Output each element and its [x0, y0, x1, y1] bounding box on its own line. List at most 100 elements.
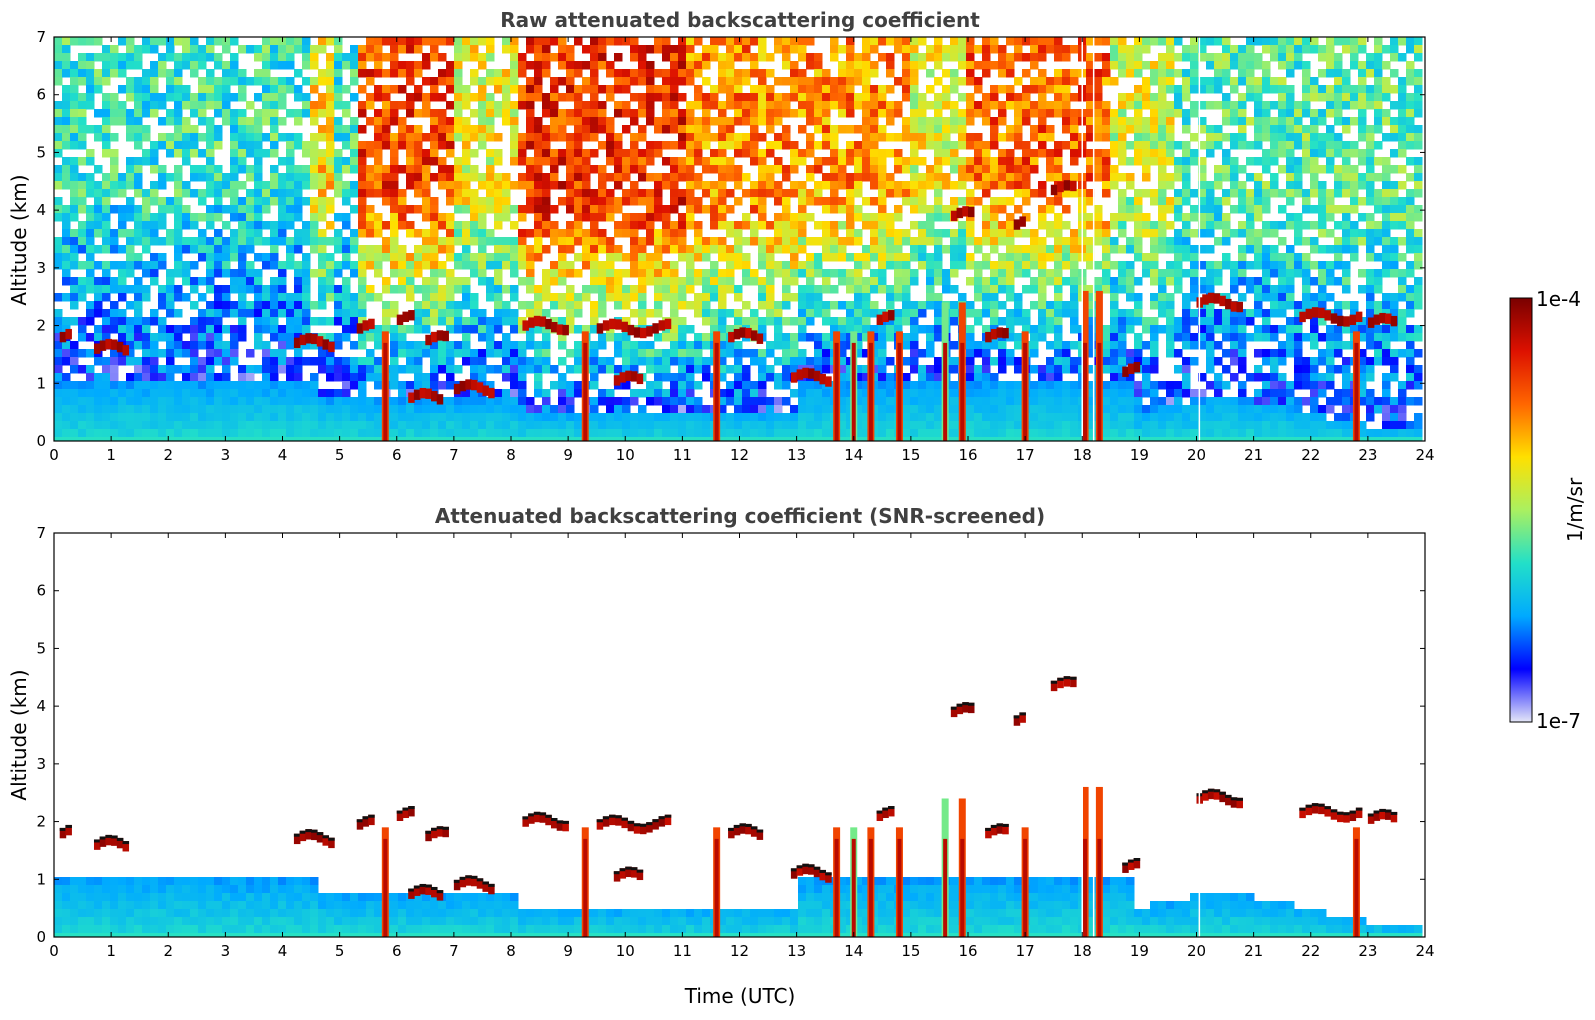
heatmap-cell — [774, 397, 783, 406]
heatmap-cell — [262, 85, 271, 94]
heatmap-cell — [318, 189, 327, 198]
heatmap-cell — [382, 285, 391, 294]
heatmap-cell — [422, 429, 431, 438]
heatmap-cell — [918, 53, 927, 62]
heatmap-cell — [694, 421, 703, 430]
heatmap-cell — [150, 189, 159, 198]
heatmap-cell — [1038, 309, 1047, 318]
heatmap-cell — [998, 269, 1007, 278]
heatmap-cell — [1046, 85, 1055, 94]
heatmap-cell — [710, 325, 719, 334]
heatmap-cell — [974, 365, 983, 374]
heatmap-cell — [62, 93, 71, 102]
heatmap-cell — [126, 373, 135, 382]
heatmap-cell — [630, 245, 639, 254]
heatmap-cell — [934, 173, 943, 182]
heatmap-cell — [614, 85, 623, 94]
heatmap-cell — [478, 205, 487, 214]
heatmap-cell — [542, 421, 551, 430]
heatmap-cell — [590, 133, 599, 142]
heatmap-cell — [446, 181, 455, 190]
heatmap-cell — [622, 173, 631, 182]
heatmap-cell — [862, 221, 871, 230]
heatmap-cell — [414, 325, 423, 334]
heatmap-cell — [310, 237, 319, 246]
heatmap-cell — [270, 397, 279, 406]
heatmap-cell — [766, 125, 775, 134]
heatmap-cell — [454, 181, 463, 190]
heatmap-cell — [86, 253, 95, 262]
heatmap-cell — [470, 37, 479, 46]
heatmap-cell — [590, 109, 599, 118]
heatmap-cell — [630, 37, 639, 46]
heatmap-cell — [750, 309, 759, 318]
heatmap-cell — [902, 261, 911, 270]
heatmap-cell — [854, 405, 863, 414]
heatmap-cell — [558, 429, 567, 438]
heatmap-cell — [862, 277, 871, 286]
heatmap-cell — [614, 181, 623, 190]
heatmap-cell — [646, 61, 655, 70]
heatmap-cell — [510, 349, 519, 358]
heatmap-cell — [838, 149, 847, 158]
heatmap-cell — [910, 245, 919, 254]
heatmap-cell — [686, 205, 695, 214]
heatmap-cell — [366, 261, 375, 270]
heatmap-cell — [966, 157, 975, 166]
heatmap-cell — [206, 157, 215, 166]
heatmap-cell — [390, 181, 399, 190]
heatmap-cell — [670, 117, 679, 126]
heatmap-cell — [686, 413, 695, 422]
heatmap-cell — [430, 365, 439, 374]
heatmap-cell — [358, 317, 367, 326]
heatmap-cell — [382, 181, 391, 190]
heatmap-cell — [910, 437, 919, 441]
heatmap-cell — [654, 261, 663, 270]
heatmap-cell — [310, 317, 319, 326]
heatmap-cell — [1022, 229, 1031, 238]
heatmap-cell — [406, 133, 415, 142]
heatmap-cell — [790, 341, 799, 350]
heatmap-cell — [102, 357, 111, 366]
heatmap-cell — [966, 309, 975, 318]
heatmap-cell — [374, 173, 383, 182]
heatmap-cell — [734, 285, 743, 294]
heatmap-cell — [678, 45, 687, 54]
heatmap-cell — [214, 101, 223, 110]
heatmap-cell — [678, 69, 687, 78]
heatmap-cell — [590, 365, 599, 374]
heatmap-cell — [534, 85, 543, 94]
heatmap-cell — [238, 229, 247, 238]
heatmap-cell — [862, 333, 871, 342]
heatmap-cell — [350, 61, 359, 70]
heatmap-cell — [590, 229, 599, 238]
heatmap-cell — [742, 301, 751, 310]
heatmap-cell — [214, 213, 223, 222]
heatmap-cell — [278, 189, 287, 198]
heatmap-cell — [454, 197, 463, 206]
heatmap-cell — [254, 413, 263, 422]
heatmap-cell — [270, 237, 279, 246]
heatmap-cell — [894, 269, 903, 278]
heatmap-cell — [662, 245, 671, 254]
heatmap-cell — [270, 181, 279, 190]
heatmap-cell — [846, 221, 855, 230]
heatmap-cell — [358, 389, 367, 398]
heatmap-cell — [878, 181, 887, 190]
heatmap-cell — [390, 365, 399, 374]
heatmap-cell — [134, 157, 143, 166]
heatmap-cell — [102, 389, 111, 398]
heatmap-cell — [318, 229, 327, 238]
heatmap-cell — [638, 133, 647, 142]
heatmap-cell — [422, 245, 431, 254]
heatmap-cell — [270, 349, 279, 358]
heatmap-cell — [606, 333, 615, 342]
heatmap-cell — [398, 277, 407, 286]
heatmap-cell — [230, 141, 239, 150]
heatmap-cell — [518, 397, 527, 406]
heatmap-cell — [566, 69, 575, 78]
heatmap-cell — [534, 437, 543, 441]
heatmap-cell — [790, 109, 799, 118]
heatmap-cell — [718, 341, 727, 350]
heatmap-cell — [846, 77, 855, 86]
